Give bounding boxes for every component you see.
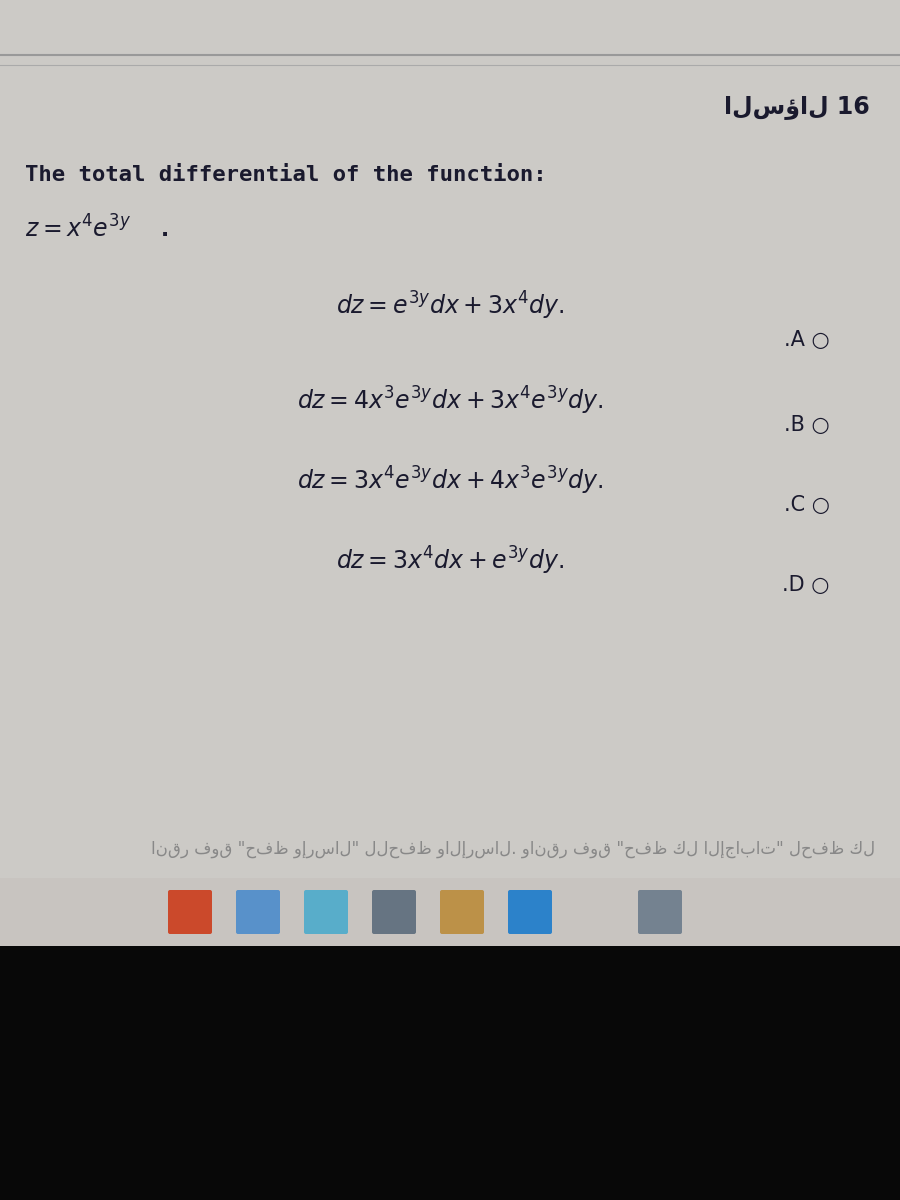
Text: السؤال 16: السؤال 16	[724, 95, 870, 119]
FancyBboxPatch shape	[372, 890, 416, 934]
FancyBboxPatch shape	[168, 890, 212, 934]
Text: .A ○: .A ○	[784, 330, 830, 350]
Text: .C ○: .C ○	[784, 494, 830, 515]
Text: انقر فوق "حفظ وإرسال" للحفظ والإرسال. وانقر فوق "حفظ كل الإجابات" لحفظ كل: انقر فوق "حفظ وإرسال" للحفظ والإرسال. وا…	[151, 840, 875, 858]
Text: The total differential of the function:: The total differential of the function:	[25, 164, 546, 185]
Text: .D ○: .D ○	[782, 575, 830, 595]
FancyBboxPatch shape	[304, 890, 348, 934]
FancyBboxPatch shape	[0, 946, 900, 1200]
Text: $z=x^4e^{3y}$  .: $z=x^4e^{3y}$ .	[25, 215, 169, 242]
Text: $dz = e^{3y}dx +3x^4dy.$: $dz = e^{3y}dx +3x^4dy.$	[336, 290, 564, 322]
FancyBboxPatch shape	[0, 878, 900, 946]
FancyBboxPatch shape	[508, 890, 552, 934]
FancyBboxPatch shape	[440, 890, 484, 934]
FancyBboxPatch shape	[236, 890, 280, 934]
Text: .B ○: .B ○	[784, 415, 830, 434]
FancyBboxPatch shape	[638, 890, 682, 934]
Text: $dz = 3x^4dx +e^{3y}dy.$: $dz = 3x^4dx +e^{3y}dy.$	[336, 545, 564, 577]
Text: $dz = 4x^3e^{3y}dx +3x^4e^{3y}dy.$: $dz = 4x^3e^{3y}dx +3x^4e^{3y}dy.$	[297, 385, 603, 418]
Text: $dz = 3x^4e^{3y}dx +4x^3e^{3y}dy.$: $dz = 3x^4e^{3y}dx +4x^3e^{3y}dy.$	[297, 464, 603, 497]
